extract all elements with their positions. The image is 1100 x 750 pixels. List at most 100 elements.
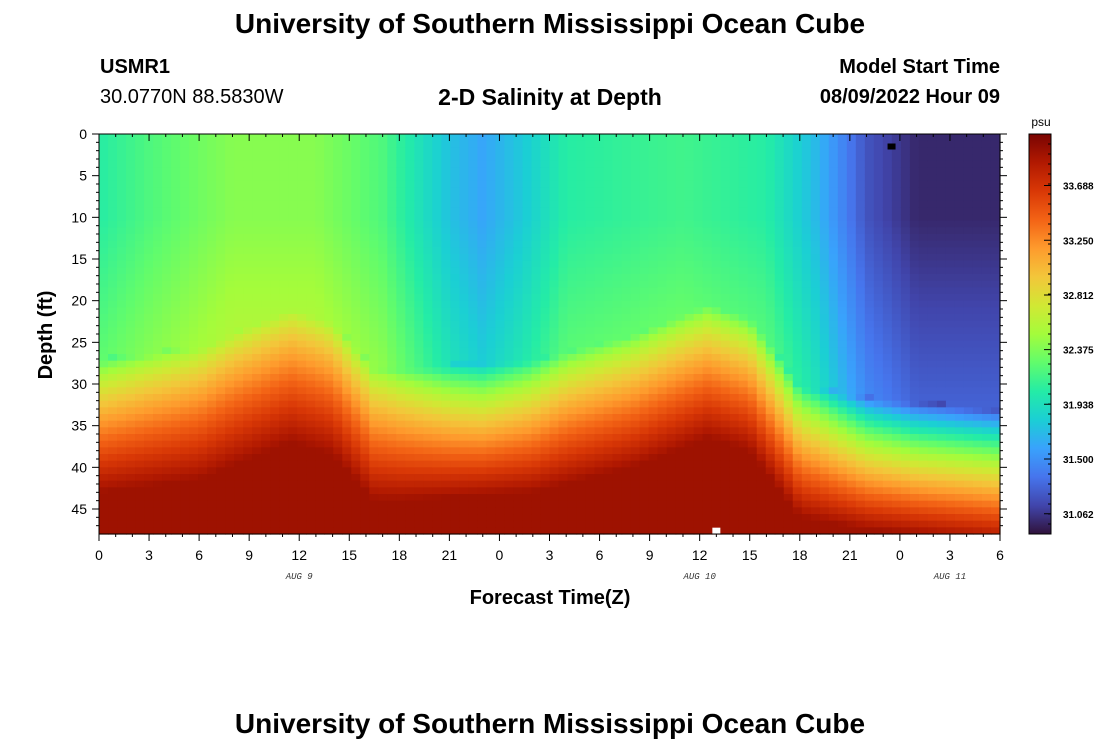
- heatmap-cell: [558, 367, 569, 375]
- heatmap-cell: [225, 440, 235, 448]
- heatmap-cell: [468, 174, 479, 182]
- heatmap-cell: [504, 134, 515, 142]
- heatmap-cell: [324, 427, 334, 435]
- heatmap-cell: [396, 307, 406, 315]
- heatmap-cell: [756, 494, 767, 502]
- heatmap-cell: [342, 207, 352, 215]
- heatmap-cell: [387, 334, 397, 342]
- heatmap-cell: [333, 354, 343, 362]
- heatmap-cell: [558, 420, 569, 428]
- heatmap-cell: [279, 487, 289, 495]
- heatmap-cell: [162, 240, 172, 248]
- heatmap-cell: [585, 440, 596, 448]
- heatmap-cell: [270, 520, 280, 528]
- heatmap-cell: [108, 200, 118, 208]
- heatmap-cell: [792, 380, 803, 388]
- heatmap-cell: [828, 214, 839, 222]
- heatmap-cell: [288, 167, 298, 175]
- heatmap-cell: [117, 194, 127, 202]
- heatmap-cell: [504, 514, 515, 522]
- heatmap-cell: [783, 314, 794, 322]
- heatmap-cell: [486, 214, 497, 222]
- heatmap-cell: [594, 480, 605, 488]
- heatmap-cell: [396, 274, 406, 282]
- heatmap-cell: [675, 394, 686, 402]
- heatmap-cell: [639, 180, 650, 188]
- heatmap-cell: [702, 427, 713, 435]
- heatmap-cell: [171, 320, 181, 328]
- heatmap-cell: [216, 514, 226, 522]
- heatmap-cell: [153, 354, 163, 362]
- heatmap-cell: [477, 194, 488, 202]
- heatmap-cell: [810, 420, 821, 428]
- heatmap-cell: [774, 500, 785, 508]
- heatmap-cell: [819, 220, 830, 228]
- heatmap-cell: [270, 140, 280, 148]
- heatmap-cell: [351, 154, 361, 162]
- heatmap-cell: [207, 507, 217, 515]
- heatmap-cell: [549, 347, 560, 355]
- heatmap-cell: [315, 287, 325, 295]
- heatmap-cell: [495, 380, 506, 388]
- heatmap-cell: [198, 440, 208, 448]
- heatmap-cell: [468, 267, 479, 275]
- heatmap-cell: [189, 400, 199, 408]
- heatmap-cell: [774, 314, 785, 322]
- heatmap-cell: [342, 460, 352, 468]
- heatmap-cell: [531, 320, 542, 328]
- heatmap-cell: [315, 380, 325, 388]
- heatmap-cell: [531, 154, 542, 162]
- heatmap-cell: [576, 167, 587, 175]
- heatmap-cell: [198, 234, 208, 242]
- heatmap-cell: [459, 440, 470, 448]
- heatmap-cell: [468, 134, 479, 142]
- heatmap-cell: [126, 374, 136, 382]
- heatmap-cell: [756, 300, 767, 308]
- heatmap-cell: [225, 320, 235, 328]
- heatmap-cell: [747, 507, 758, 515]
- heatmap-cell: [774, 174, 785, 182]
- heatmap-cell: [171, 447, 181, 455]
- heatmap-cell: [414, 467, 424, 475]
- heatmap-cell: [234, 220, 244, 228]
- heatmap-cell: [621, 494, 632, 502]
- heatmap-cell: [297, 507, 307, 515]
- heatmap-cell: [207, 380, 217, 388]
- heatmap-cell: [450, 394, 460, 402]
- heatmap-cell: [297, 440, 307, 448]
- heatmap-cell: [459, 360, 470, 368]
- heatmap-cell: [234, 260, 244, 268]
- heatmap-cell: [747, 294, 758, 302]
- heatmap-cell: [306, 327, 316, 335]
- heatmap-cell: [738, 227, 749, 235]
- heatmap-cell: [603, 507, 614, 515]
- heatmap-cell: [279, 380, 289, 388]
- heatmap-cell: [396, 420, 406, 428]
- heatmap-cell: [657, 180, 668, 188]
- heatmap-cell: [225, 294, 235, 302]
- heatmap-cell: [738, 240, 749, 248]
- heatmap-cell: [486, 467, 497, 475]
- heatmap-cell: [576, 527, 587, 535]
- heatmap-cell: [801, 454, 812, 462]
- heatmap-cell: [747, 474, 758, 482]
- heatmap-cell: [531, 367, 542, 375]
- heatmap-cell: [144, 400, 154, 408]
- heatmap-cell: [342, 434, 352, 442]
- heatmap-cell: [522, 327, 533, 335]
- heatmap-cell: [765, 527, 776, 535]
- heatmap-cell: [801, 314, 812, 322]
- heatmap-cell: [837, 294, 848, 302]
- heatmap-cell: [441, 374, 451, 382]
- heatmap-cell: [108, 407, 118, 415]
- heatmap-cell: [459, 514, 470, 522]
- heatmap-cell: [288, 387, 298, 395]
- heatmap-cell: [459, 474, 470, 482]
- heatmap-cell: [558, 507, 569, 515]
- heatmap-cell: [747, 147, 758, 155]
- heatmap-cell: [828, 207, 839, 215]
- heatmap-cell: [657, 420, 668, 428]
- heatmap-cell: [405, 520, 415, 528]
- heatmap-cell: [315, 154, 325, 162]
- heatmap-cell: [306, 394, 316, 402]
